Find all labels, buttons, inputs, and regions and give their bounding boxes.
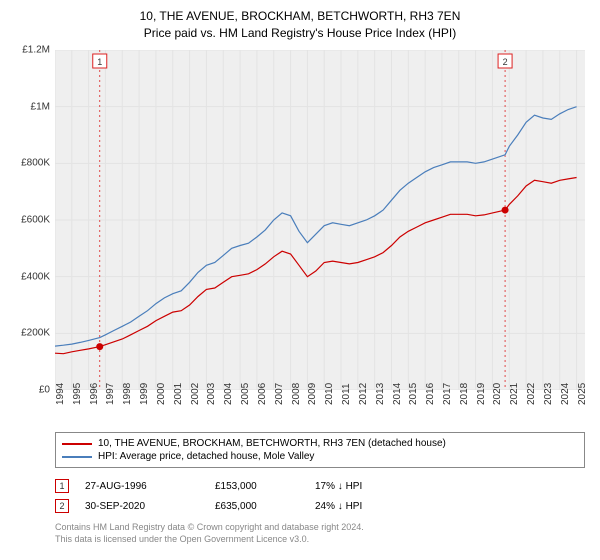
- x-tick-label: 2005: [240, 383, 251, 405]
- marker-pct: 24% ↓ HPI: [315, 501, 405, 512]
- marker-pct: 17% ↓ HPI: [315, 481, 405, 492]
- x-tick-label: 1996: [89, 383, 100, 405]
- x-tick-label: 2017: [442, 383, 453, 405]
- x-tick-label: 2002: [190, 383, 201, 405]
- footer-line1: Contains HM Land Registry data © Crown c…: [55, 522, 585, 534]
- marker-date: 30-SEP-2020: [85, 501, 215, 512]
- x-tick-label: 2016: [425, 383, 436, 405]
- x-tick-label: 2010: [324, 383, 335, 405]
- x-tick-label: 2012: [358, 383, 369, 405]
- marker-badge: 1: [55, 479, 69, 493]
- x-tick-label: 2013: [375, 383, 386, 405]
- marker-badge: 2: [55, 499, 69, 513]
- x-tick-label: 2019: [476, 383, 487, 405]
- x-tick-label: 2008: [291, 383, 302, 405]
- x-tick-label: 2009: [307, 383, 318, 405]
- marker-price: £153,000: [215, 481, 315, 492]
- marker-row: 1 27-AUG-1996£153,00017% ↓ HPI: [55, 476, 585, 496]
- legend-label-2: HPI: Average price, detached house, Mole…: [98, 451, 314, 462]
- chart-container: 10, THE AVENUE, BROCKHAM, BETCHWORTH, RH…: [0, 0, 600, 560]
- marker-price: £635,000: [215, 501, 315, 512]
- markers-block: 1 27-AUG-1996£153,00017% ↓ HPI 2 30-SEP-202…: [55, 476, 585, 516]
- y-axis: £0£200K£400K£600K£800K£1M£1.2M: [0, 50, 55, 390]
- x-tick-label: 2020: [492, 383, 503, 405]
- legend-box: 10, THE AVENUE, BROCKHAM, BETCHWORTH, RH…: [55, 432, 585, 468]
- x-tick-label: 2021: [509, 383, 520, 405]
- x-tick-label: 2015: [408, 383, 419, 405]
- chart-area: 12: [55, 50, 585, 390]
- x-axis: 1994199519961997199819992000200120022003…: [55, 390, 585, 430]
- marker-date: 27-AUG-1996: [85, 481, 215, 492]
- x-tick-label: 2023: [543, 383, 554, 405]
- x-tick-label: 2011: [341, 383, 352, 405]
- x-tick-label: 2014: [392, 383, 403, 405]
- title-block: 10, THE AVENUE, BROCKHAM, BETCHWORTH, RH…: [0, 0, 600, 42]
- legend-swatch-2: [62, 456, 92, 458]
- legend-label-1: 10, THE AVENUE, BROCKHAM, BETCHWORTH, RH…: [98, 438, 446, 449]
- x-tick-label: 1999: [139, 383, 150, 405]
- legend-row-2: HPI: Average price, detached house, Mole…: [62, 450, 578, 463]
- x-tick-label: 2001: [173, 383, 184, 405]
- y-tick-label: £200K: [21, 328, 50, 339]
- x-tick-label: 1998: [122, 383, 133, 405]
- x-tick-label: 1997: [105, 383, 116, 405]
- x-tick-label: 2025: [577, 383, 588, 405]
- x-tick-label: 2006: [257, 383, 268, 405]
- legend-swatch-1: [62, 443, 92, 445]
- legend-row-1: 10, THE AVENUE, BROCKHAM, BETCHWORTH, RH…: [62, 437, 578, 450]
- title-line1: 10, THE AVENUE, BROCKHAM, BETCHWORTH, RH…: [0, 8, 600, 25]
- footer: Contains HM Land Registry data © Crown c…: [55, 522, 585, 545]
- y-tick-label: £800K: [21, 158, 50, 169]
- x-tick-label: 1995: [72, 383, 83, 405]
- x-tick-label: 2024: [560, 383, 571, 405]
- x-tick-label: 2007: [274, 383, 285, 405]
- x-tick-label: 2018: [459, 383, 470, 405]
- x-tick-label: 2022: [526, 383, 537, 405]
- y-tick-label: £1M: [31, 101, 50, 112]
- x-tick-label: 2004: [223, 383, 234, 405]
- x-tick-label: 2003: [206, 383, 217, 405]
- y-tick-label: £0: [39, 385, 50, 396]
- y-tick-label: £400K: [21, 271, 50, 282]
- marker-row: 2 30-SEP-2020£635,00024% ↓ HPI: [55, 496, 585, 516]
- svg-text:1: 1: [97, 57, 102, 67]
- title-line2: Price paid vs. HM Land Registry's House …: [0, 25, 600, 42]
- y-tick-label: £1.2M: [22, 45, 50, 56]
- footer-line2: This data is licensed under the Open Gov…: [55, 534, 585, 546]
- y-tick-label: £600K: [21, 215, 50, 226]
- chart-svg: 12: [55, 50, 585, 390]
- x-tick-label: 2000: [156, 383, 167, 405]
- x-tick-label: 1994: [55, 383, 66, 405]
- svg-text:2: 2: [503, 57, 508, 67]
